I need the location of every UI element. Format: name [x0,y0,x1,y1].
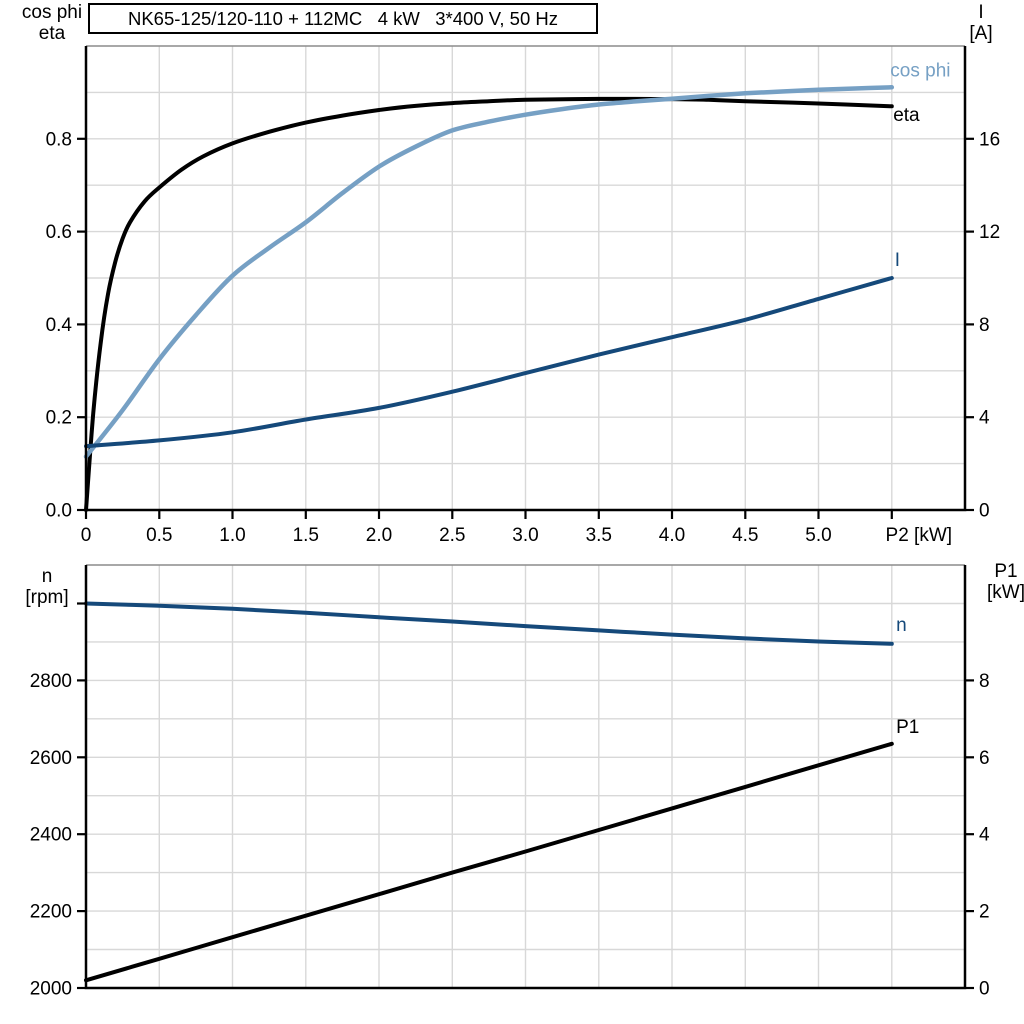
y-right-axis-header-bottom: P1 [kW] [978,561,1024,603]
speed-unit-label: [rpm] [25,587,69,608]
x-axis-unit-label: P2 [kW] [886,525,953,546]
y-left-tick-label: 0.2 [46,408,72,429]
x-tick-label: 0.5 [146,525,172,546]
y-right-tick-label: 4 [979,825,990,846]
curve-label-cos-phi: cos phi [890,61,950,82]
y-left-tick-label: 0.4 [46,315,73,336]
curve-n [84,601,894,646]
x-tick-label: 3.5 [586,525,612,546]
y-left-tick-label: 2800 [30,671,72,692]
y-left-tick-label: 0.6 [46,222,72,243]
x-tick-label: 5.0 [805,525,831,546]
y-left-tick-label: 0.8 [46,129,72,150]
x-tick-label: 3.0 [512,525,538,546]
x-tick-label: 1.0 [219,525,245,546]
y-right-tick-label: 8 [979,315,990,336]
current-unit-label: [A] [969,23,993,44]
curve-I [84,276,894,449]
y-left-tick-label: 0.0 [46,501,72,522]
axis-frame [84,565,967,990]
current-axis-label: I [978,2,984,23]
y-right-tick-label: 12 [979,222,1000,243]
speed-axis-label: n [41,566,53,587]
y-left-tick-label: 2400 [30,825,72,846]
y-left-axis-header-bottom: n [rpm] [14,566,80,608]
y-right-tick-label: 4 [979,408,990,429]
curve-P1 [84,741,894,983]
y-right-tick-label: 8 [979,671,990,692]
y-right-tick-label: 0 [979,979,990,1000]
y-left-tick-label: 2200 [30,902,72,923]
cos-phi-axis-label: cos phi [21,2,83,23]
curve-label-eta: eta [893,105,920,126]
curve-label-I: I [895,250,900,271]
x-tick-label: 2.0 [366,525,392,546]
x-tick-label: 4.5 [732,525,758,546]
y-left-tick-label: 2000 [30,979,72,1000]
y-right-axis-header-top: I [A] [951,2,1011,44]
x-tick-label: 4.0 [659,525,685,546]
x-tick-label: 2.5 [439,525,465,546]
chart-title-box: NK65-125/120-110 + 112MC 4 kW 3*400 V, 5… [88,3,598,34]
y-right-tick-label: 0 [979,501,990,522]
input-power-axis-label: P1 [994,561,1018,582]
curve-cos-phi [83,85,895,459]
y-right-tick-label: 16 [979,129,1000,150]
y-right-tick-label: 6 [979,748,990,769]
curve-label-P1: P1 [896,717,919,738]
chart-title: NK65-125/120-110 + 112MC 4 kW 3*400 V, 5… [127,7,559,29]
curve-label-n: n [896,615,907,636]
eta-axis-label: eta [38,23,66,44]
input-power-unit-label: [kW] [987,582,1024,603]
axis-frame [84,46,967,512]
y-right-tick-label: 2 [979,902,990,923]
y-left-tick-label: 2600 [30,748,72,769]
y-left-axis-header-top: cos phi eta [16,2,88,44]
x-tick-label: 1.5 [293,525,319,546]
x-tick-label: 0 [81,525,92,546]
